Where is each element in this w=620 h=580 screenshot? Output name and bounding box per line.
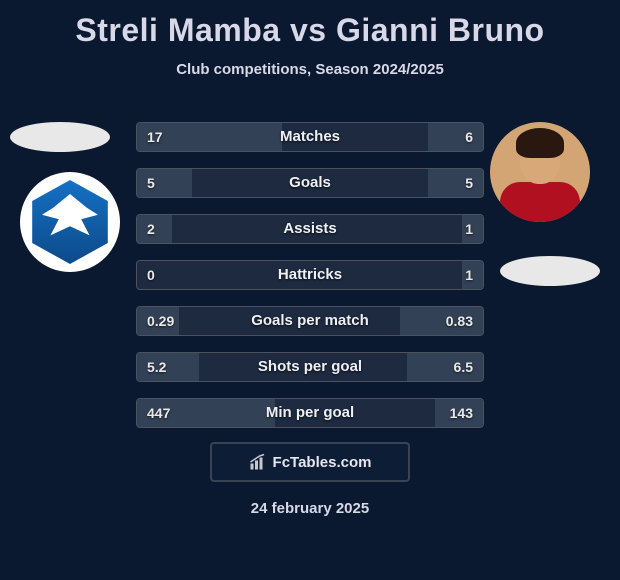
page-title: Streli Mamba vs Gianni Bruno — [0, 0, 620, 49]
comparison-card: Streli Mamba vs Gianni Bruno Club compet… — [0, 0, 620, 580]
stat-label: Goals — [137, 169, 483, 198]
stat-label: Goals per match — [137, 307, 483, 336]
date-text: 24 february 2025 — [0, 500, 620, 517]
stat-row: 176Matches — [136, 122, 484, 152]
stat-row: 0.290.83Goals per match — [136, 306, 484, 336]
stat-label: Matches — [137, 123, 483, 152]
stat-label: Hattricks — [137, 261, 483, 290]
player2-avatar — [490, 122, 590, 222]
stat-rows: 176Matches 55Goals 21Assists 01Hattricks 0.2… — [136, 122, 484, 444]
stat-row: 01Hattricks — [136, 260, 484, 290]
subtitle: Club competitions, Season 2024/2025 — [0, 61, 620, 78]
stat-row: 55Goals — [136, 168, 484, 198]
stat-row: 21Assists — [136, 214, 484, 244]
vs-text: vs — [290, 12, 327, 48]
stat-label: Shots per goal — [137, 353, 483, 382]
footer-text: FcTables.com — [273, 454, 372, 471]
player1-name: Streli Mamba — [75, 12, 280, 48]
stat-label: Min per goal — [137, 399, 483, 428]
player2-name: Gianni Bruno — [336, 12, 545, 48]
stat-row: 5.26.5Shots per goal — [136, 352, 484, 382]
footer-attribution: FcTables.com — [210, 442, 410, 482]
chart-icon — [249, 453, 267, 471]
stat-row: 447143Min per goal — [136, 398, 484, 428]
avatar-shirt — [500, 182, 580, 222]
avatar-hair — [516, 128, 564, 158]
stat-label: Assists — [137, 215, 483, 244]
player1-club-badge — [20, 172, 120, 272]
player2-placeholder-oval — [500, 256, 600, 286]
player1-placeholder-oval — [10, 122, 110, 152]
